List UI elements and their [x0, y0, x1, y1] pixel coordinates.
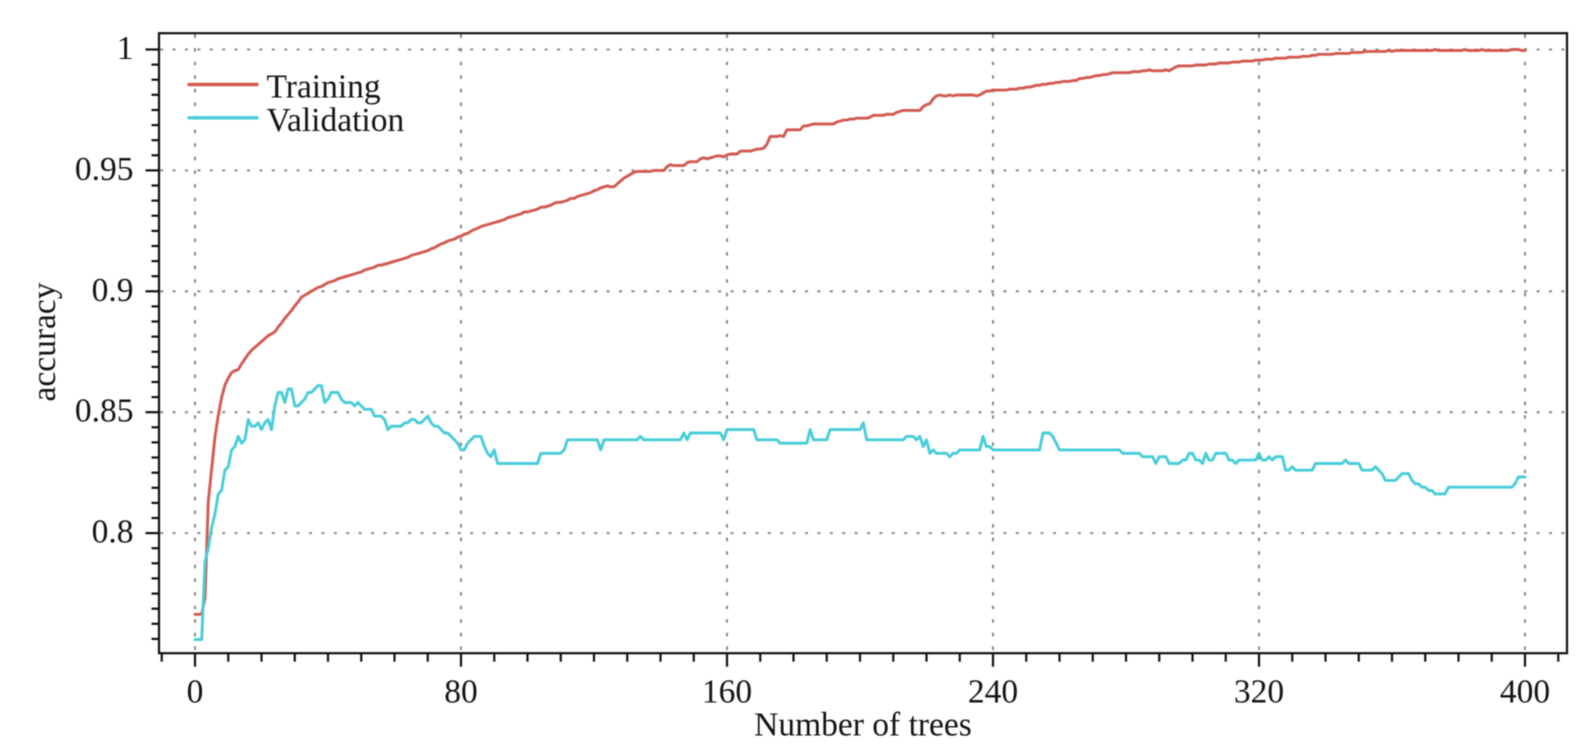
svg-text:1: 1: [117, 30, 134, 67]
svg-text:Number of trees: Number of trees: [754, 707, 972, 744]
svg-text:160: 160: [702, 674, 752, 711]
svg-text:Training: Training: [267, 69, 381, 106]
svg-text:400: 400: [1500, 674, 1550, 711]
svg-text:0.95: 0.95: [75, 151, 134, 188]
svg-text:accuracy: accuracy: [26, 282, 63, 401]
svg-text:0.85: 0.85: [75, 393, 134, 430]
svg-text:0: 0: [187, 674, 204, 711]
svg-text:0.9: 0.9: [92, 272, 134, 309]
svg-text:Validation: Validation: [267, 102, 405, 139]
svg-text:240: 240: [968, 674, 1018, 711]
svg-text:80: 80: [444, 674, 478, 711]
svg-text:0.8: 0.8: [92, 514, 134, 551]
svg-text:320: 320: [1234, 674, 1284, 711]
